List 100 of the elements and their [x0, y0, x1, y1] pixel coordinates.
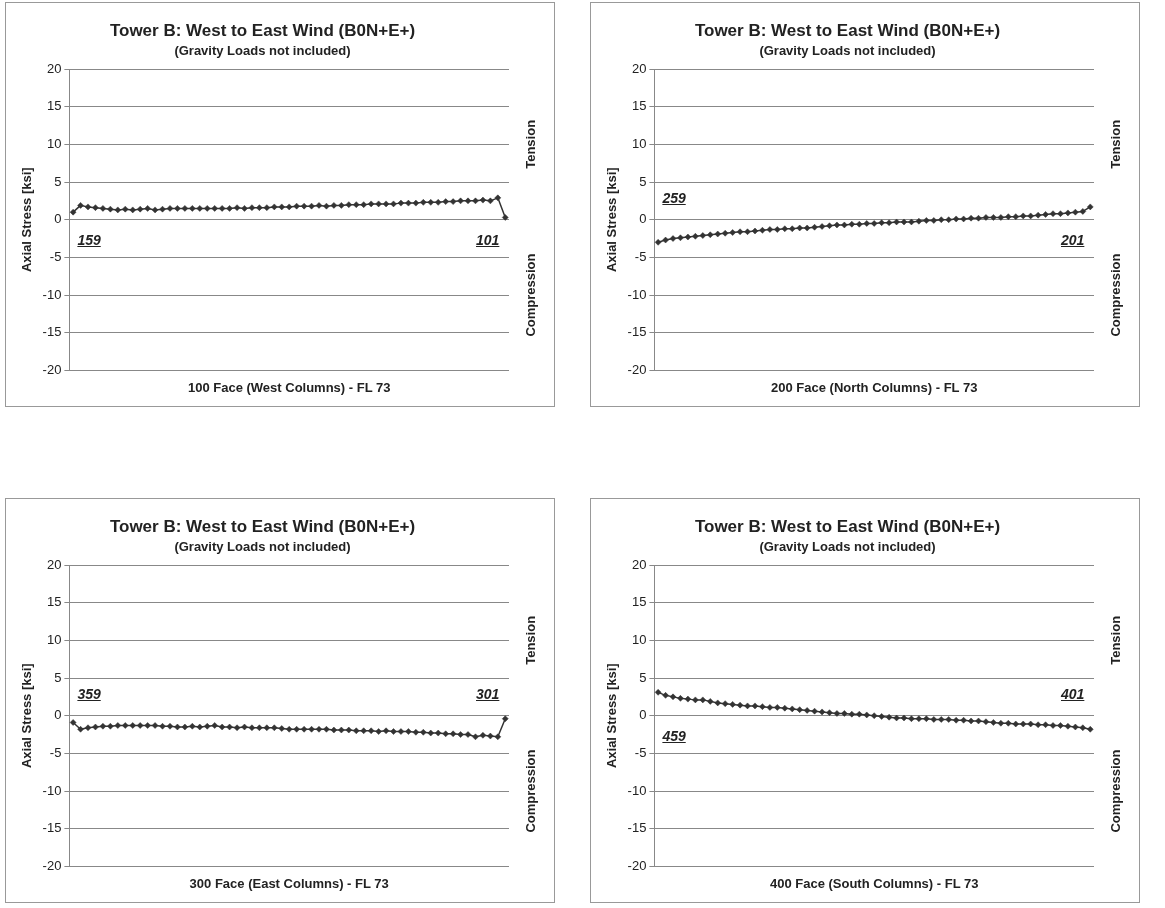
y-tick-label: 0	[639, 707, 647, 723]
point	[803, 707, 811, 714]
point	[397, 199, 405, 207]
point	[464, 731, 472, 738]
point	[811, 707, 818, 715]
chart-title: Tower B: West to East Wind (B0N+E+)	[694, 20, 1001, 40]
point	[114, 722, 122, 729]
point	[1042, 721, 1049, 728]
point	[278, 725, 285, 732]
y-tick-label: -10	[42, 782, 62, 798]
x-axis-title: 100 Face (West Columns) - FL 73	[187, 379, 391, 395]
point	[1079, 208, 1087, 215]
point	[442, 730, 449, 738]
y-axis-title: Axial Stress [ksi]	[19, 167, 35, 273]
point	[818, 223, 826, 230]
point	[330, 202, 338, 209]
y-tick-label: -5	[49, 248, 62, 264]
point	[848, 220, 856, 228]
point	[975, 214, 982, 222]
point	[699, 696, 707, 704]
y-tick-label: 0	[639, 211, 647, 227]
point	[826, 709, 833, 716]
point	[308, 726, 315, 733]
point	[707, 231, 714, 239]
text: Compression	[522, 253, 538, 337]
point	[736, 228, 744, 236]
y-tick-label: 15	[46, 594, 62, 610]
point	[833, 710, 841, 717]
point	[826, 222, 833, 229]
point	[278, 203, 285, 211]
point	[863, 220, 870, 227]
point	[494, 194, 502, 202]
annotation: 259	[662, 189, 686, 206]
point	[151, 206, 159, 214]
y-tick-label: 15	[631, 594, 647, 610]
point	[405, 199, 412, 207]
point	[300, 202, 308, 210]
point	[330, 726, 338, 734]
point	[692, 696, 699, 704]
point	[487, 197, 494, 205]
point	[300, 726, 308, 733]
y-tick-label: -20	[627, 361, 647, 377]
point	[166, 723, 174, 730]
point	[1057, 722, 1064, 729]
point	[233, 204, 241, 211]
point	[818, 708, 826, 716]
y-tick-label: -20	[42, 857, 62, 873]
y-tick-label: -5	[49, 744, 62, 760]
point	[382, 200, 390, 208]
point	[677, 695, 684, 702]
x-axis-title: 300 Face (East Columns) - FL 73	[189, 875, 389, 891]
point	[967, 717, 975, 725]
y-tick-label: 5	[54, 669, 62, 685]
point	[360, 201, 367, 208]
point	[967, 214, 975, 222]
point	[390, 728, 397, 735]
point	[774, 704, 781, 711]
point	[669, 693, 677, 701]
point	[181, 723, 189, 731]
text: Compression	[522, 749, 538, 833]
point	[699, 232, 707, 239]
point	[136, 205, 144, 213]
point	[99, 723, 107, 730]
point	[263, 724, 271, 732]
point	[107, 205, 114, 213]
annotation: 459	[662, 727, 686, 744]
point	[1079, 724, 1087, 732]
point	[1049, 210, 1057, 217]
point	[908, 715, 915, 722]
point	[848, 710, 856, 718]
point	[256, 724, 263, 732]
chart-title: Tower B: West to East Wind (B0N+E+)	[109, 20, 416, 40]
y-tick-label: 0	[54, 211, 62, 227]
y-axis-title: Axial Stress [ksi]	[19, 663, 35, 769]
y-tick-label: 15	[631, 98, 647, 114]
y-tick-label: 10	[46, 135, 62, 151]
chart-subtitle: (Gravity Loads not included)	[759, 42, 936, 58]
point	[729, 229, 736, 236]
y-tick-label: -10	[627, 782, 647, 798]
point	[69, 719, 77, 726]
point	[938, 216, 945, 223]
point	[434, 199, 442, 206]
point	[420, 729, 427, 736]
point	[345, 726, 353, 734]
chart-title: Tower B: West to East Wind (B0N+E+)	[694, 516, 1001, 536]
point	[930, 217, 938, 224]
annotation: 101	[476, 231, 500, 248]
point	[975, 717, 982, 725]
point	[654, 239, 662, 246]
point	[129, 722, 136, 729]
point	[449, 198, 457, 205]
y-tick-label: 10	[631, 135, 647, 151]
point	[781, 704, 789, 712]
point	[114, 206, 122, 214]
point	[714, 699, 721, 707]
point	[945, 716, 952, 723]
point	[99, 205, 107, 212]
point	[841, 221, 848, 229]
point	[774, 226, 781, 233]
point	[1072, 208, 1079, 216]
